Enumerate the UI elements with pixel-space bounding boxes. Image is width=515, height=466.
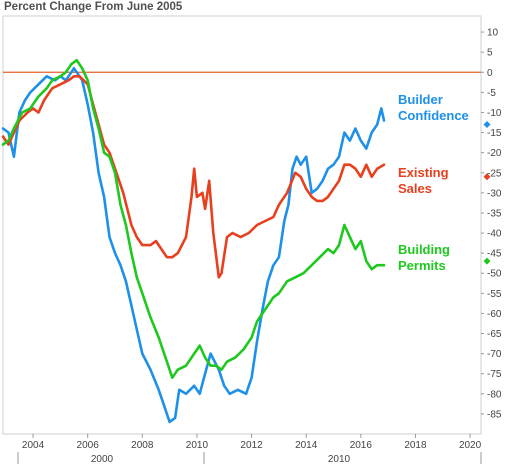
decade-label: 2010 bbox=[328, 454, 351, 465]
existing-sales-label: Sales bbox=[398, 181, 432, 196]
x-tick-label: 2010 bbox=[186, 440, 209, 451]
y-tick-label: -80 bbox=[487, 389, 502, 400]
x-tick-label: 2008 bbox=[131, 440, 154, 451]
x-tick-label: 2018 bbox=[404, 440, 427, 451]
chart-title: Percent Change From June 2005 bbox=[4, 1, 183, 13]
x-axis: 2004 2006 2008 2010 2012 2014 2016 2018 2020 2000… bbox=[17, 434, 482, 465]
y-tick-label: -5 bbox=[487, 88, 496, 99]
x-tick-label: 2020 bbox=[459, 440, 482, 451]
y-tick-label: -25 bbox=[487, 168, 502, 179]
y-axis: 10 5 0 -5 -10 -15 -20 -25 -30 -35 -40 -45 -50 -55 -60 -… bbox=[481, 28, 502, 420]
builder-confidence-end-marker bbox=[483, 121, 491, 129]
end-markers bbox=[483, 121, 491, 265]
y-tick-label: 5 bbox=[487, 48, 493, 59]
y-tick-label: -35 bbox=[487, 208, 502, 219]
plot-area-frame bbox=[2, 15, 482, 435]
y-tick-label: 10 bbox=[487, 28, 499, 39]
existing-sales-label: Existing bbox=[398, 165, 449, 180]
x-tick-label: 2004 bbox=[22, 440, 45, 451]
y-tick-label: -85 bbox=[487, 409, 502, 420]
series-lines bbox=[1, 58, 386, 424]
y-tick-label: -65 bbox=[487, 329, 502, 340]
y-tick-label: -75 bbox=[487, 369, 502, 380]
building-permits-label: Permits bbox=[398, 258, 446, 273]
builder-confidence-label: Builder bbox=[398, 92, 443, 107]
y-tick-label: -70 bbox=[487, 349, 502, 360]
x-tick-label: 2012 bbox=[240, 440, 263, 451]
x-tick-label: 2006 bbox=[77, 440, 100, 451]
y-tick-label: -40 bbox=[487, 229, 502, 240]
x-tick-label: 2016 bbox=[350, 440, 373, 451]
y-tick-label: -15 bbox=[487, 128, 502, 139]
existing-sales-end-marker bbox=[483, 173, 491, 181]
y-tick-label: -45 bbox=[487, 249, 502, 260]
y-tick-label: -20 bbox=[487, 148, 502, 159]
y-tick-label: -50 bbox=[487, 269, 502, 280]
y-tick-label: -55 bbox=[487, 289, 502, 300]
y-tick-label: -30 bbox=[487, 188, 502, 199]
existing-sales-line bbox=[1, 75, 386, 279]
y-tick-label: 0 bbox=[487, 68, 493, 79]
builder-confidence-label: Confidence bbox=[398, 108, 469, 123]
y-tick-label: -60 bbox=[487, 309, 502, 320]
x-tick-label: 2014 bbox=[295, 440, 318, 451]
decade-label: 2000 bbox=[91, 454, 114, 465]
building-permits-line bbox=[1, 58, 386, 379]
builder-confidence-line bbox=[1, 67, 386, 424]
y-tick-label: -10 bbox=[487, 108, 502, 119]
building-permits-end-marker bbox=[483, 257, 491, 265]
building-permits-label: Building bbox=[398, 242, 450, 257]
